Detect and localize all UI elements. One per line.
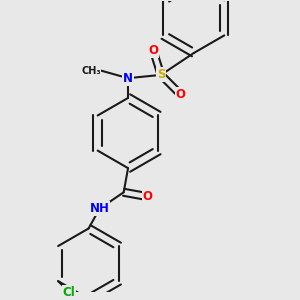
Text: S: S <box>157 68 165 81</box>
Text: N: N <box>123 72 133 85</box>
Text: O: O <box>143 190 153 203</box>
Text: O: O <box>176 88 186 101</box>
Text: CH₃: CH₃ <box>81 65 100 76</box>
Text: O: O <box>148 44 158 57</box>
Text: Cl: Cl <box>63 286 76 298</box>
Text: NH: NH <box>90 202 110 215</box>
